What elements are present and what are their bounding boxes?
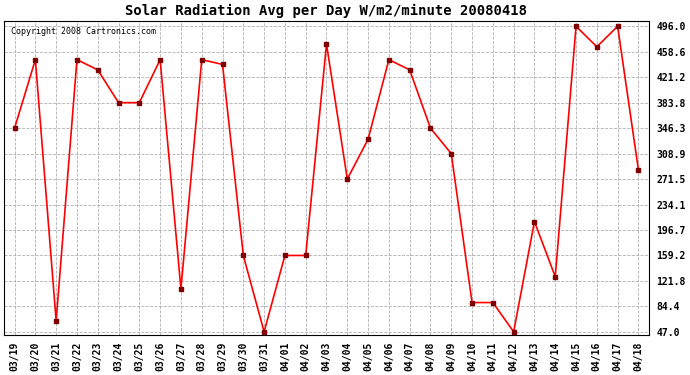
Title: Solar Radiation Avg per Day W/m2/minute 20080418: Solar Radiation Avg per Day W/m2/minute …: [126, 4, 527, 18]
Text: Copyright 2008 Cartronics.com: Copyright 2008 Cartronics.com: [10, 27, 156, 36]
